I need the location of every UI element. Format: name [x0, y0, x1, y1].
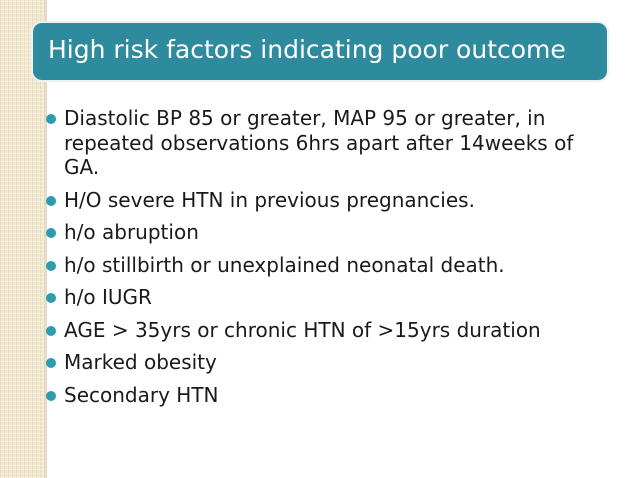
bullet-item: Diastolic BP 85 or greater, MAP 95 or gr… — [44, 106, 604, 180]
bullet-dot-icon — [46, 195, 56, 206]
bullet-item: Marked obesity — [44, 350, 604, 375]
bullet-text: Secondary HTN — [64, 382, 219, 407]
bullet-text: AGE > 35yrs or chronic HTN of >15yrs dur… — [64, 317, 541, 342]
bullet-dot-icon — [46, 260, 56, 271]
bullet-item: h/o stillbirth or unexplained neonatal d… — [44, 253, 604, 278]
bullet-text: h/o IUGR — [64, 285, 152, 309]
bullet-list: Diastolic BP 85 or greater, MAP 95 or gr… — [44, 106, 604, 415]
bullet-item: h/o IUGR — [44, 285, 604, 310]
bullet-dot-icon — [46, 114, 56, 124]
bullet-dot-icon — [46, 358, 56, 368]
bullet-dot-icon — [46, 293, 56, 303]
bullet-dot-icon — [46, 325, 56, 336]
decorative-side-band — [0, 0, 44, 478]
bullet-item: Secondary HTN — [44, 383, 604, 408]
title-banner — [33, 23, 607, 80]
bullet-item: h/o abruption — [44, 220, 604, 245]
bullet-dot-icon — [46, 390, 56, 401]
bullet-item: AGE > 35yrs or chronic HTN of >15yrs dur… — [44, 318, 604, 343]
decorative-band-edge — [44, 0, 47, 478]
bullet-text: Diastolic BP 85 or greater, MAP 95 or gr… — [64, 106, 574, 179]
bullet-dot-icon — [46, 228, 56, 238]
bullet-text: h/o abruption — [64, 220, 199, 244]
bullet-item: H/O severe HTN in previous pregnancies. — [44, 188, 604, 213]
bullet-text: H/O severe HTN in previous pregnancies. — [64, 187, 475, 212]
slide-title: High risk factors indicating poor outcom… — [48, 35, 566, 64]
bullet-text: Marked obesity — [64, 350, 217, 374]
bullet-text: h/o stillbirth or unexplained neonatal d… — [64, 252, 505, 277]
